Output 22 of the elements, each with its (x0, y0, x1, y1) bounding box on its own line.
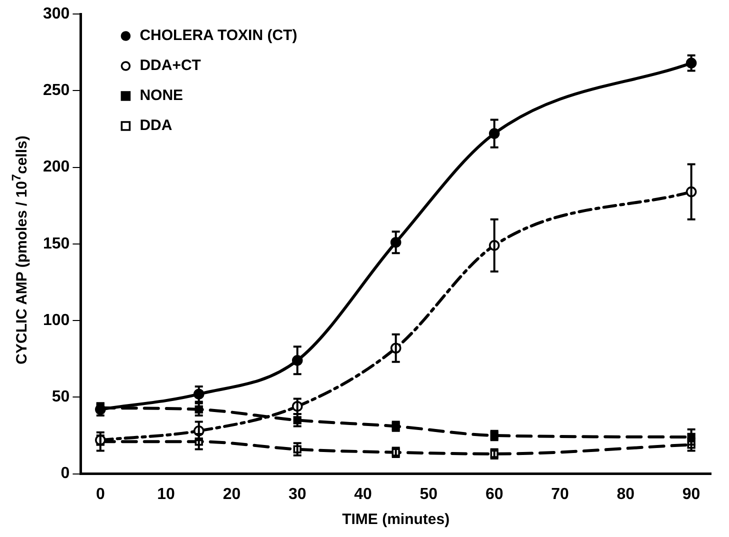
x-tick-label: 40 (354, 486, 372, 503)
y-tick-label: 300 (42, 5, 70, 22)
legend-label: DDA (140, 117, 172, 134)
y-tick-label: 250 (42, 82, 70, 100)
x-tick-label: 20 (222, 486, 241, 503)
x-tick-label: 0 (96, 486, 105, 503)
x-tick-label: 30 (288, 486, 306, 503)
x-tick-label: 10 (157, 486, 176, 503)
legend-label: NONE (140, 87, 184, 104)
legend-label: DDA+CT (140, 57, 201, 74)
x-axis-title: TIME (minutes) (342, 511, 450, 528)
legend-label: CHOLERA TOXIN (CT) (140, 27, 298, 44)
y-tick-label: 150 (42, 235, 70, 252)
y-tick-label: 200 (42, 158, 70, 176)
x-tick-label: 60 (485, 486, 504, 503)
x-tick-label: 90 (682, 486, 700, 503)
x-tick-label: 50 (420, 486, 438, 503)
y-tick-label: 0 (60, 465, 70, 482)
x-tick-label: 80 (616, 486, 635, 503)
x-tick-label: 70 (551, 486, 569, 503)
y-tick-label: 100 (42, 312, 70, 329)
y-tick-label: 50 (52, 388, 70, 406)
